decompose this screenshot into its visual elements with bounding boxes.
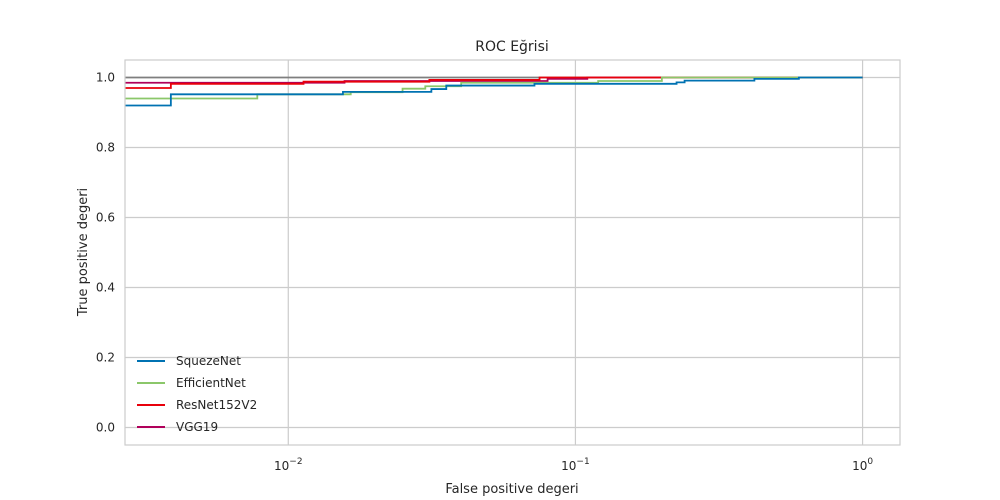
y-tick-label: 0.6 bbox=[96, 211, 115, 225]
y-tick-label: 0.4 bbox=[96, 281, 115, 295]
plot-area bbox=[125, 60, 900, 445]
x-tick-label: 100 bbox=[852, 457, 873, 473]
chart-title: ROC Eğrisi bbox=[475, 39, 549, 55]
y-tick-label: 0.2 bbox=[96, 351, 115, 365]
series-line-squezenet bbox=[125, 76, 863, 107]
y-tick-label: 0.8 bbox=[96, 141, 115, 155]
legend-label: ResNet152V2 bbox=[176, 398, 257, 412]
plot-frame bbox=[124, 59, 901, 446]
legend-label: VGG19 bbox=[176, 420, 218, 434]
x-tick-label: 10−2 bbox=[274, 457, 303, 473]
y-tick-label: 0.0 bbox=[96, 421, 115, 435]
legend: SquezeNet EfficientNet ResNet152V2 VGG19 bbox=[137, 354, 257, 434]
x-axis-label: False positive degeri bbox=[445, 482, 578, 497]
series-lines bbox=[125, 76, 863, 107]
tick-labels: 10−2 10−1 100 0.0 0.2 0.4 0.6 0.8 1.0 bbox=[96, 71, 873, 474]
x-tick-label: 10−1 bbox=[561, 457, 590, 473]
y-tick-label: 1.0 bbox=[96, 71, 115, 85]
series-line-resnet152v2 bbox=[125, 76, 863, 89]
y-axis-label: True positive degeri bbox=[76, 188, 91, 317]
legend-label: EfficientNet bbox=[176, 376, 246, 390]
legend-label: SquezeNet bbox=[176, 354, 241, 368]
